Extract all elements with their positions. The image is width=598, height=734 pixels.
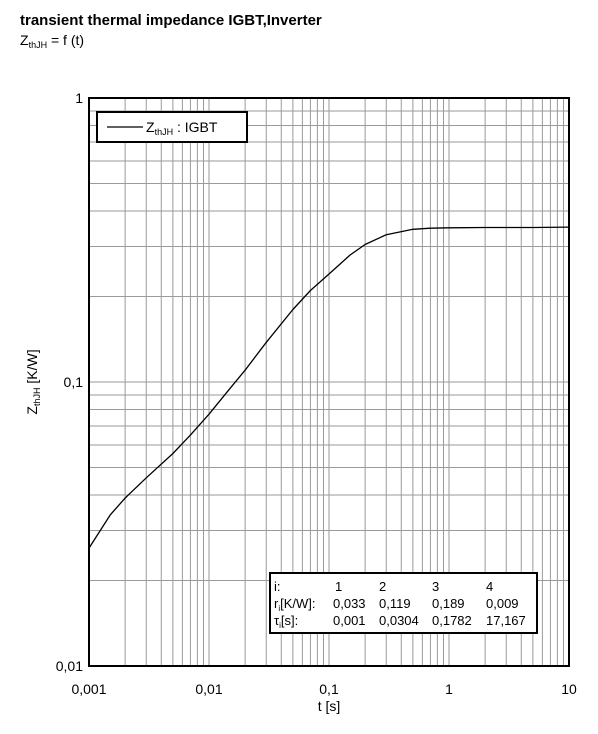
legend-label-subscript: thJH <box>155 127 174 137</box>
x-tick-label: 0,1 <box>319 681 339 697</box>
rc-r-label-subscript: i <box>278 604 280 613</box>
legend-label: ZthJH : IGBT <box>146 119 218 137</box>
subtitle-main: Z <box>20 32 29 48</box>
rc-tau-label-rest: [s]: <box>281 613 298 628</box>
chart-title: transient thermal impedance IGBT,Inverte… <box>20 12 322 29</box>
rc-tau-value: 0,1782 <box>432 613 472 628</box>
rc-index: 3 <box>432 579 439 594</box>
y-axis-label-subscript: thJH <box>32 388 42 407</box>
rc-index: 4 <box>486 579 493 594</box>
rc-r-value: 0,119 <box>379 596 411 611</box>
x-tick-label: 0,001 <box>71 681 106 697</box>
plot-frame <box>88 97 570 667</box>
x-tick-label: 0,01 <box>195 681 222 697</box>
title-block: transient thermal impedance IGBT,Inverte… <box>20 12 322 51</box>
rc-r-label-main: r <box>274 596 279 611</box>
rc-index: 2 <box>379 579 386 594</box>
y-axis-label-main: Z <box>24 406 40 415</box>
legend-label-rest: : IGBT <box>173 119 218 135</box>
rc-index: 1 <box>335 579 342 594</box>
rc-tau-value: 0,0304 <box>379 613 419 628</box>
rc-tau-label: τi[s]: <box>274 613 298 630</box>
x-axis-label: t [s] <box>318 698 341 714</box>
rc-r-value: 0,009 <box>486 596 519 611</box>
y-axis-label-rest: [K/W] <box>24 349 40 387</box>
rc-tau-label-subscript: i <box>279 621 281 630</box>
legend-label-main: Z <box>146 119 155 135</box>
x-tick-label: 10 <box>561 681 577 697</box>
subtitle-rest: = f (t) <box>47 32 85 48</box>
rc-r-value: 0,033 <box>333 596 366 611</box>
rc-r-label: ri[K/W]: <box>274 596 316 613</box>
subtitle-subscript: thJH <box>28 40 48 50</box>
rc-tau-label-main: τ <box>274 613 280 628</box>
series-line <box>88 226 570 549</box>
y-axis-label: ZthJH [K/W] <box>24 349 42 414</box>
rc-tau-value: 17,167 <box>486 613 526 628</box>
y-tick-label: 0,01 <box>56 658 83 674</box>
chart-subtitle: ZthJH = f (t) <box>20 31 322 51</box>
x-tick-label: 1 <box>445 681 453 697</box>
rc-r-value: 0,189 <box>432 596 465 611</box>
y-tick-label: 0,1 <box>64 374 84 390</box>
rc-table-box <box>269 572 538 634</box>
y-tick-label: 1 <box>75 90 83 106</box>
rc-header-label: i: <box>274 579 281 594</box>
rc-tau-value: 0,001 <box>333 613 366 628</box>
rc-r-label-rest: [K/W]: <box>280 596 315 611</box>
